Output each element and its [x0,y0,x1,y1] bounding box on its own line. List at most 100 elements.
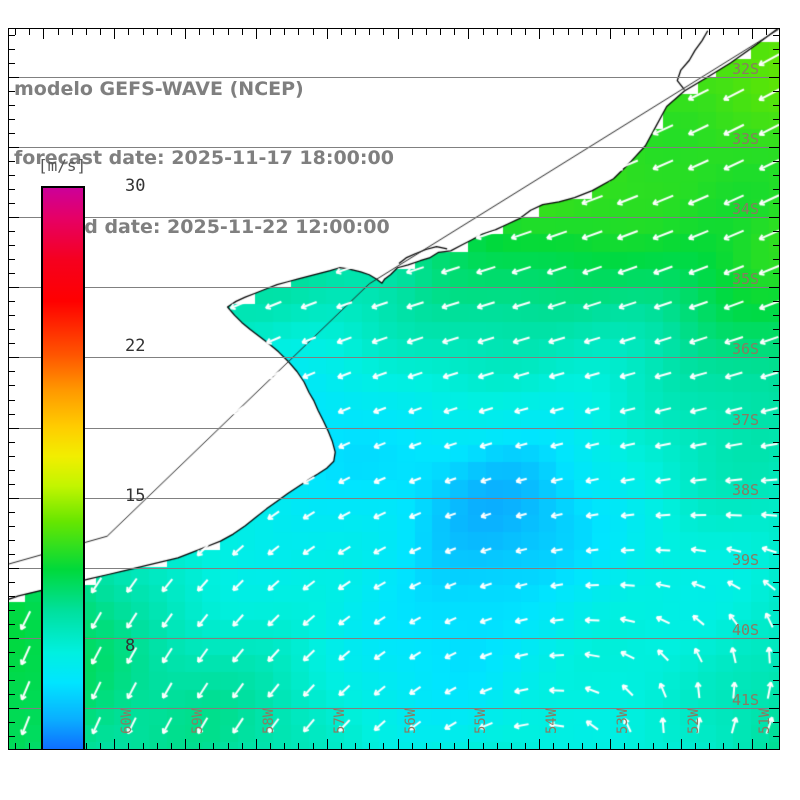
tick-bottom [128,743,129,750]
tick-bottom [667,743,668,750]
tick-left [8,329,15,330]
tick-right [769,498,780,499]
latitude-label-36S: 36S [732,340,760,359]
tick-left [8,217,19,218]
tick-left [8,371,15,372]
tick-bottom [709,743,710,750]
tick-top [483,28,484,35]
tick-top [426,28,427,35]
tick-bottom [596,743,597,750]
tick-bottom [497,743,498,750]
tick-right [773,722,780,723]
tick-left [8,596,15,597]
tick-right [773,35,780,36]
gridline-horizontal [8,217,780,218]
tick-top [86,28,87,35]
tick-left [8,624,15,625]
latitude-label-32S: 32S [732,60,760,79]
tick-right [773,385,780,386]
tick-left [8,512,15,513]
tick-bottom [553,743,554,750]
tick-bottom [270,743,271,750]
tick-left [8,49,15,50]
tick-top [270,28,271,35]
latitude-label-41S: 41S [732,690,760,709]
tick-left [8,722,15,723]
latitude-label-33S: 33S [732,130,760,149]
tick-bottom [539,739,540,750]
wind-direction-arrows [8,28,780,750]
tick-top [242,28,243,35]
colorbar-tick-22: 22 [125,336,146,357]
tick-bottom [426,743,427,750]
tick-left [8,301,15,302]
tick-bottom [723,743,724,750]
tick-top [383,28,384,35]
tick-right [773,63,780,64]
tick-left [8,343,15,344]
tick-bottom [738,743,739,750]
tick-top [228,28,229,35]
tick-top [412,28,413,35]
tick-top [582,28,583,35]
tick-bottom [412,743,413,750]
tick-bottom [624,743,625,750]
tick-bottom [284,743,285,750]
gridline-horizontal [8,287,780,288]
tick-top [341,28,342,35]
tick-left [8,638,19,639]
tick-left [8,652,15,653]
tick-top [298,28,299,35]
tick-top [440,28,441,35]
gridline-horizontal [8,77,780,78]
tick-bottom [355,743,356,750]
tick-bottom [341,743,342,750]
tick-left [8,414,15,415]
tick-bottom [582,743,583,750]
tick-bottom [695,743,696,750]
tick-right [769,428,780,429]
tick-left [8,484,15,485]
tick-left [8,357,19,358]
tick-left [8,736,15,737]
tick-left [8,498,19,499]
tick-right [773,315,780,316]
tick-right [769,217,780,218]
tick-top [157,28,158,35]
tick-top [398,28,399,39]
tick-bottom [766,743,767,750]
tick-top [511,28,512,35]
colorbar: 30221580 [41,176,145,750]
tick-left [8,77,19,78]
tick-right [773,161,780,162]
tick-top [723,28,724,35]
tick-right [773,456,780,457]
tick-left [8,540,15,541]
tick-top [525,28,526,35]
tick-top [695,28,696,35]
tick-top [256,28,257,39]
tick-top [738,28,739,35]
colorbar-tick-15: 15 [125,486,146,507]
tick-left [8,400,15,401]
tick-right [769,708,780,709]
tick-right [773,484,780,485]
tick-right [773,189,780,190]
tick-bottom [398,739,399,750]
tick-left [8,554,15,555]
tick-bottom [86,743,87,750]
tick-top [468,28,469,39]
tick-top [327,28,328,39]
tick-top [553,28,554,35]
tick-top [15,28,16,35]
tick-top [497,28,498,35]
gridline-horizontal [8,568,780,569]
tick-bottom [256,739,257,750]
latitude-label-35S: 35S [732,270,760,289]
tick-bottom [610,739,611,750]
tick-left [8,175,15,176]
tick-left [8,287,19,288]
tick-bottom [752,739,753,750]
latitude-label-37S: 37S [732,410,760,429]
tick-right [773,231,780,232]
